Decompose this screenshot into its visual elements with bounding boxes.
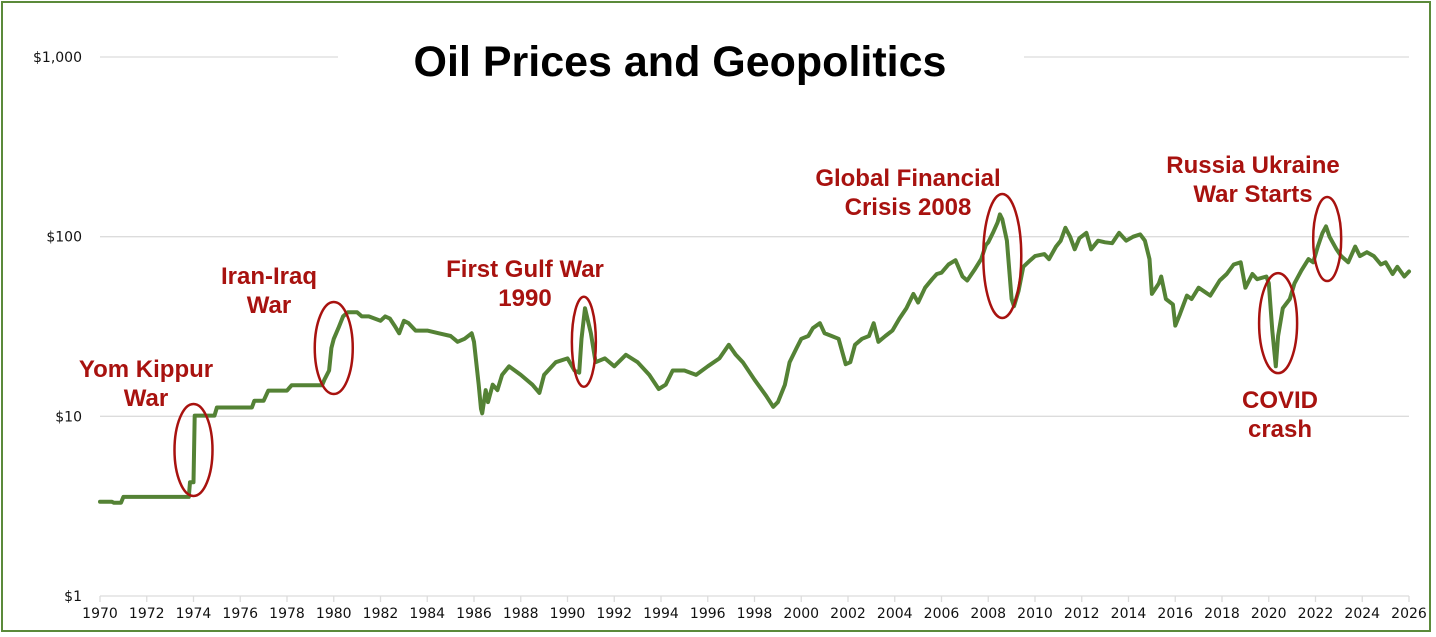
x-tick-label: 2004 <box>877 606 913 622</box>
annotation-ellipse <box>1257 271 1299 375</box>
x-tick-label: 2014 <box>1111 606 1147 622</box>
annotation-label: crash <box>1248 416 1312 443</box>
x-tick-label: 2012 <box>1064 606 1100 622</box>
x-tick-label: 2016 <box>1157 606 1193 622</box>
x-tick-label: 1978 <box>269 606 305 622</box>
annotation-label: Iran-Iraq <box>221 263 317 290</box>
x-tick-label: 2000 <box>783 606 819 622</box>
y-tick-label: $1,000 <box>33 50 82 66</box>
x-tick-label: 2018 <box>1204 606 1240 622</box>
x-tick-label: 2010 <box>1017 606 1053 622</box>
x-tick-label: 1986 <box>456 606 492 622</box>
x-tick-label: 1970 <box>82 606 118 622</box>
x-tick-label: 2020 <box>1251 606 1287 622</box>
x-tick-label: 1976 <box>222 606 258 622</box>
annotation-label: War <box>124 385 168 412</box>
x-tick-label: 2002 <box>830 606 866 622</box>
annotation-label: Yom Kippur <box>79 356 213 383</box>
annotation-label: First Gulf War <box>446 256 604 283</box>
annotation-label: 1990 <box>498 285 551 312</box>
x-tick-label: 1992 <box>596 606 632 622</box>
x-tick-label: 1988 <box>503 606 539 622</box>
x-tick-label: 2024 <box>1344 606 1380 622</box>
y-tick-label: $100 <box>46 230 82 246</box>
annotation-ellipse <box>313 300 354 396</box>
x-tick-label: 1984 <box>409 606 445 622</box>
annotation-ellipse <box>982 192 1023 320</box>
x-tick-label: 2008 <box>970 606 1006 622</box>
x-tick-label: 1994 <box>643 606 679 622</box>
series-line-oil-price <box>98 212 1411 505</box>
x-tick-label: 1980 <box>316 606 352 622</box>
x-tick-label: 2006 <box>924 606 960 622</box>
annotation-label: Russia Ukraine <box>1166 152 1339 179</box>
chart-title: Oil Prices and Geopolitics <box>414 38 947 86</box>
y-axis: $1,000 $100 $10 $1 <box>33 50 82 605</box>
x-tick-label: 1996 <box>690 606 726 622</box>
x-tick-label: 2026 <box>1391 606 1427 622</box>
annotation-label: COVID <box>1242 387 1318 414</box>
x-tick-label: 1972 <box>129 606 165 622</box>
x-tick-label: 1974 <box>176 606 212 622</box>
annotation-ellipse <box>570 295 598 389</box>
y-tick-label: $1 <box>64 589 82 605</box>
annotation-label: War <box>247 292 291 319</box>
y-tick-label: $10 <box>55 409 82 425</box>
annotation-ellipse <box>1311 195 1343 283</box>
annotation-label: Global Financial <box>815 165 1000 192</box>
annotation-label: War Starts <box>1193 181 1312 208</box>
series-layer <box>98 212 1411 505</box>
annotation-label: Crisis 2008 <box>845 194 972 221</box>
x-tick-label: 1982 <box>363 606 399 622</box>
title-background <box>338 30 1024 90</box>
x-axis: 1970 1972 1974 1976 1978 1980 1982 1984 1986 1988… <box>82 596 1427 622</box>
x-tick-label: 2022 <box>1298 606 1334 622</box>
x-tick-label: 1990 <box>550 606 586 622</box>
grid-lines <box>100 56 1409 597</box>
x-tick-label: 1998 <box>737 606 773 622</box>
annotation-ellipse <box>173 402 214 498</box>
